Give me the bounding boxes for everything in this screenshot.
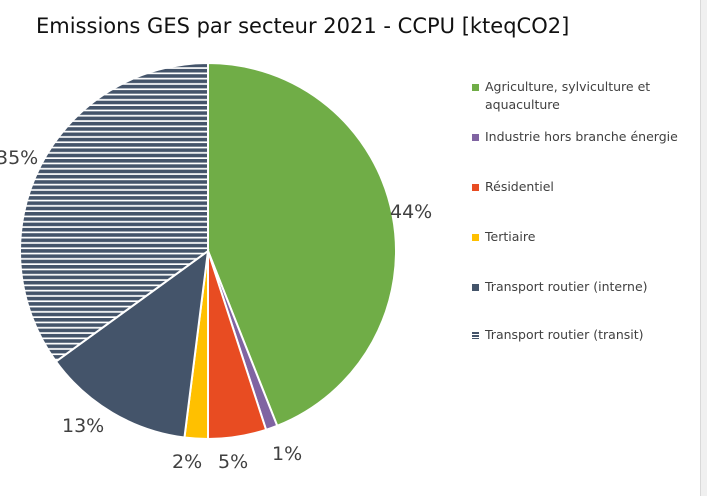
legend-item: Agriculture, sylviculture et aquaculture	[472, 78, 692, 114]
pie-slice-0	[207, 61, 397, 428]
pie-slice-5	[19, 61, 209, 363]
legend-swatch	[472, 184, 479, 191]
legend-swatch	[472, 284, 479, 291]
legend-swatch	[472, 234, 479, 241]
legend-item: Transport routier (interne)	[472, 278, 648, 296]
legend-label: Tertiaire	[485, 229, 536, 244]
legend-label: Transport routier (interne)	[485, 279, 648, 294]
legend-item: Industrie hors branche énergie	[472, 128, 678, 146]
legend-label: Résidentiel	[485, 179, 554, 194]
legend-label: Agriculture, sylviculture et aquaculture	[485, 79, 651, 112]
legend-swatch	[472, 134, 479, 141]
chart-title: Emissions GES par secteur 2021 - CCPU [k…	[36, 14, 570, 38]
legend-label: Transport routier (transit)	[485, 327, 644, 342]
legend-item: Tertiaire	[472, 228, 535, 246]
legend-item: Transport routier (transit)	[472, 326, 644, 344]
data-label: 1%	[272, 443, 302, 465]
legend-item: Résidentiel	[472, 178, 554, 196]
data-label: 13%	[62, 415, 104, 437]
data-label: 44%	[390, 201, 432, 223]
data-label: 35%	[0, 147, 38, 169]
data-label: 5%	[218, 451, 248, 473]
data-label: 2%	[172, 451, 202, 473]
window-edge	[700, 0, 707, 496]
pie-slice-4	[54, 248, 210, 439]
legend-swatch	[472, 332, 479, 339]
legend-label: Industrie hors branche énergie	[485, 129, 678, 144]
legend-swatch	[472, 84, 479, 91]
